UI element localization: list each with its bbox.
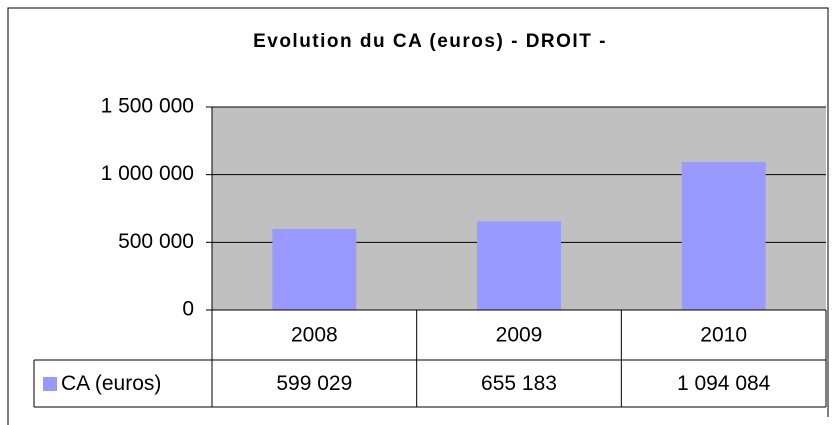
table-value: 1 094 084 — [677, 372, 771, 395]
x-tick-label: 2010 — [700, 324, 747, 347]
bar — [477, 221, 561, 310]
x-tick-label: 2008 — [291, 324, 338, 347]
table-value: 655 183 — [481, 372, 557, 395]
x-tick-label: 2009 — [496, 324, 543, 347]
chart-title: Evolution du CA (euros) - DROIT - — [253, 31, 607, 52]
y-tick-label: 500 000 — [118, 230, 194, 253]
legend-label: CA (euros) — [61, 372, 161, 395]
bar — [272, 228, 357, 310]
legend-swatch — [43, 377, 57, 391]
y-tick-label: 0 — [182, 298, 194, 321]
chart-frame — [7, 7, 829, 425]
y-tick-label: 1 500 000 — [101, 95, 194, 118]
table-value: 599 029 — [276, 372, 352, 395]
y-tick-label: 1 000 000 — [101, 162, 194, 185]
bar — [681, 161, 766, 310]
